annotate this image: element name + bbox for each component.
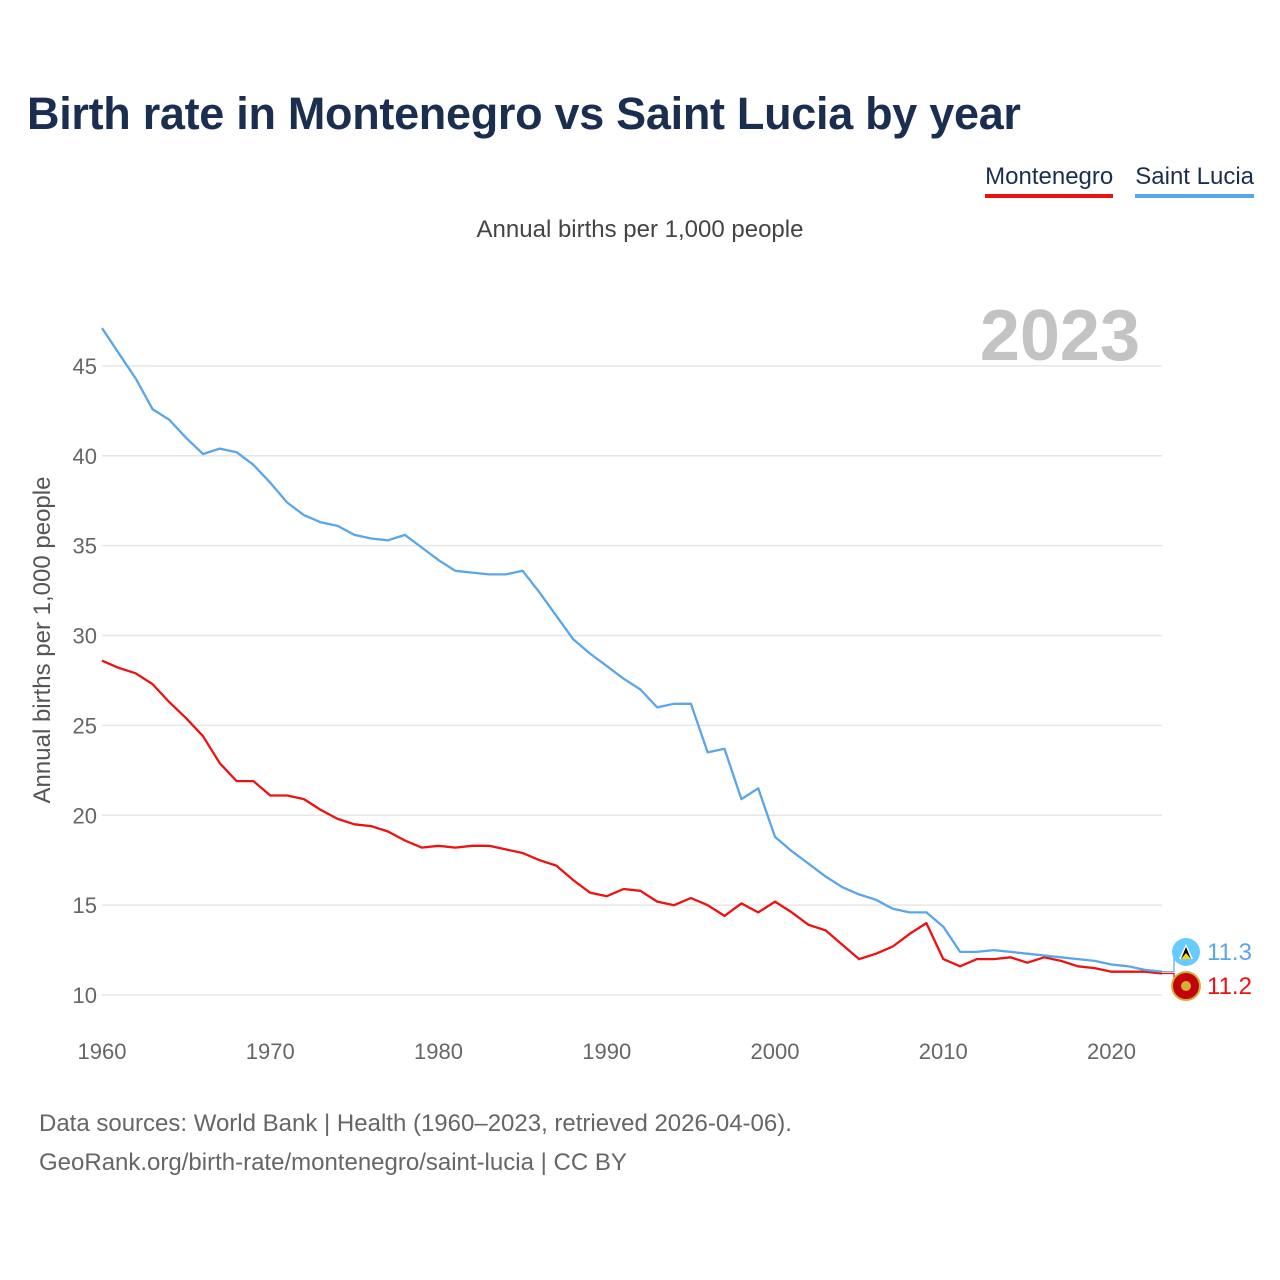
line-chart: 2023 10 15 20 25 30 35 40 45 1960 1970 1980 1990 20…	[29, 296, 1252, 1064]
flag-triangle-yellow	[1181, 953, 1191, 959]
chart-subtitle: Annual births per 1,000 people	[476, 216, 804, 243]
current-year-label: 2023	[980, 296, 1140, 376]
connector-saint-lucia	[1162, 952, 1175, 973]
footer: Data sources: World Bank | Health (1960–…	[39, 1104, 792, 1182]
y-axis-label: Annual births per 1,000 people	[29, 477, 56, 804]
y-tick-label: 10	[73, 983, 97, 1008]
data-source-note: Data sources: World Bank | Health (1960–…	[39, 1110, 792, 1137]
y-tick-label: 40	[73, 444, 97, 469]
y-tick-label: 35	[73, 534, 97, 559]
y-tick-label: 15	[73, 893, 97, 918]
legend-item-saint-lucia[interactable]: Saint Lucia	[1135, 163, 1254, 198]
y-axis-ticks: 10 15 20 25 30 35 40 45	[73, 354, 97, 1008]
y-tick-label: 20	[73, 803, 97, 828]
chart-title: Birth rate in Montenegro vs Saint Lucia …	[27, 88, 1021, 139]
x-tick-label: 1960	[78, 1039, 127, 1064]
x-tick-label: 2020	[1087, 1039, 1136, 1064]
series-line-saint-lucia	[101, 327, 1163, 973]
legend: Montenegro Saint Lucia	[985, 163, 1254, 198]
y-tick-label: 30	[73, 624, 97, 649]
x-tick-label: 1970	[246, 1039, 295, 1064]
x-tick-label: 1990	[582, 1039, 631, 1064]
y-tick-label: 45	[73, 354, 97, 379]
source-link[interactable]: GeoRank.org/birth-rate/montenegro/saint-…	[39, 1149, 627, 1176]
x-axis-ticks: 1960 1970 1980 1990 2000 2010 2020	[78, 1039, 1136, 1064]
series-line-montenegro	[101, 659, 1163, 975]
flag-montenegro-icon	[1171, 971, 1201, 1001]
legend-item-montenegro[interactable]: Montenegro	[985, 163, 1114, 198]
x-tick-label: 1980	[414, 1039, 463, 1064]
end-labels: 11.3 11.2	[1162, 938, 1252, 1001]
grid-lines	[102, 365, 1162, 996]
x-tick-label: 2000	[751, 1039, 800, 1064]
end-value-montenegro: 11.2	[1207, 973, 1252, 1000]
flag-saint-lucia-icon	[1172, 938, 1200, 966]
end-value-saint-lucia: 11.3	[1207, 939, 1252, 966]
flag-emblem	[1181, 981, 1191, 991]
series-lines	[101, 327, 1163, 975]
x-tick-label: 2010	[919, 1039, 968, 1064]
y-tick-label: 25	[73, 713, 97, 738]
